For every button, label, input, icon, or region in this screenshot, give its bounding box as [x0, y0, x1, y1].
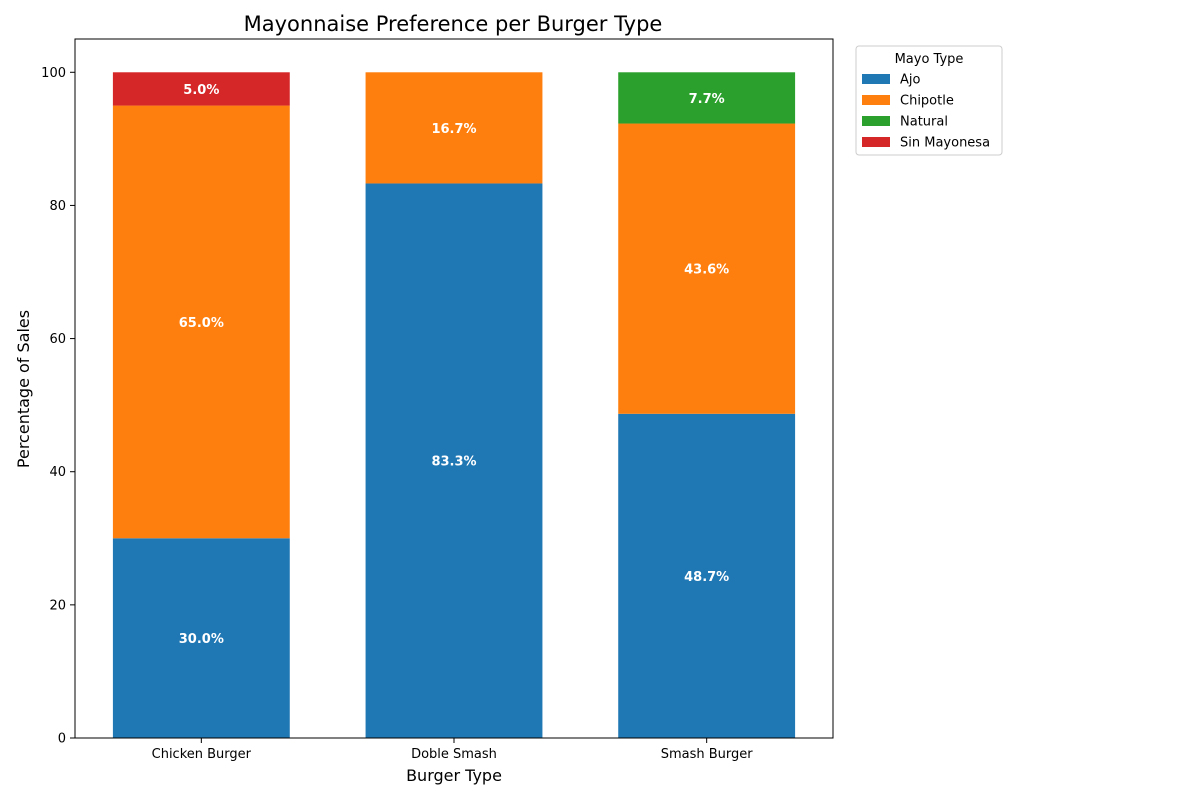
data-label-1-0: 65.0% — [179, 316, 224, 331]
y-axis-label: Percentage of Sales — [14, 310, 33, 468]
y-tick-label-4: 80 — [49, 199, 66, 214]
legend-items: Ajo Chipotle Natural Sin Mayonesa — [862, 73, 990, 151]
x-tick-label-2: Smash Burger — [661, 747, 754, 762]
legend-label-3: Sin Mayonesa — [900, 136, 990, 151]
data-label-2-2: 7.7% — [689, 92, 725, 107]
y-tick-label-3: 60 — [49, 332, 66, 347]
bar-segment-0-0 — [112, 538, 290, 738]
bar-segment-0-2 — [618, 413, 796, 738]
y-axis: 0 20 40 60 80 100 — [41, 66, 75, 747]
legend: Mayo Type Ajo Chipotle Natural Sin Mayonesa — [855, 45, 1003, 156]
y-tick-label-5: 100 — [41, 66, 66, 81]
data-label-1-1: 16.7% — [431, 122, 476, 137]
bar-segment-0-1 — [365, 183, 543, 738]
bar-segment-2-2 — [618, 72, 796, 124]
legend-label-2: Natural — [900, 115, 948, 130]
legend-swatch-0 — [862, 74, 890, 84]
legend-title: Mayo Type — [895, 52, 964, 67]
data-label-0-2: 48.7% — [684, 570, 729, 585]
legend-swatch-2 — [862, 116, 890, 126]
x-axis: Chicken Burger Doble Smash Smash Burger — [152, 738, 754, 762]
legend-label-0: Ajo — [900, 73, 921, 88]
plot-bars — [112, 72, 796, 738]
data-label-1-2: 43.6% — [684, 263, 729, 278]
y-tick-label-2: 40 — [49, 465, 66, 480]
bar-labels: 30.0% 65.0% 5.0% 83.3% 16.7% 48.7% 43.6% 7.7% — [179, 83, 729, 647]
y-tick-label-1: 20 — [49, 598, 66, 613]
bar-segment-3-0 — [112, 72, 290, 106]
bar-segment-1-2 — [618, 123, 796, 414]
y-tick-label-0: 0 — [58, 732, 66, 747]
x-tick-label-1: Doble Smash — [411, 747, 497, 762]
x-axis-label: Burger Type — [406, 766, 502, 785]
data-label-3-0: 5.0% — [183, 83, 219, 98]
bar-segment-1-0 — [112, 105, 290, 539]
legend-swatch-3 — [862, 137, 890, 147]
bar-segment-1-1 — [365, 72, 543, 184]
legend-label-1: Chipotle — [900, 94, 954, 109]
legend-swatch-1 — [862, 95, 890, 105]
data-label-0-0: 30.0% — [179, 632, 224, 647]
chart-title: Mayonnaise Preference per Burger Type — [244, 12, 663, 36]
legend-frame — [855, 45, 1003, 156]
x-tick-label-0: Chicken Burger — [152, 747, 252, 762]
data-label-0-1: 83.3% — [431, 455, 476, 470]
